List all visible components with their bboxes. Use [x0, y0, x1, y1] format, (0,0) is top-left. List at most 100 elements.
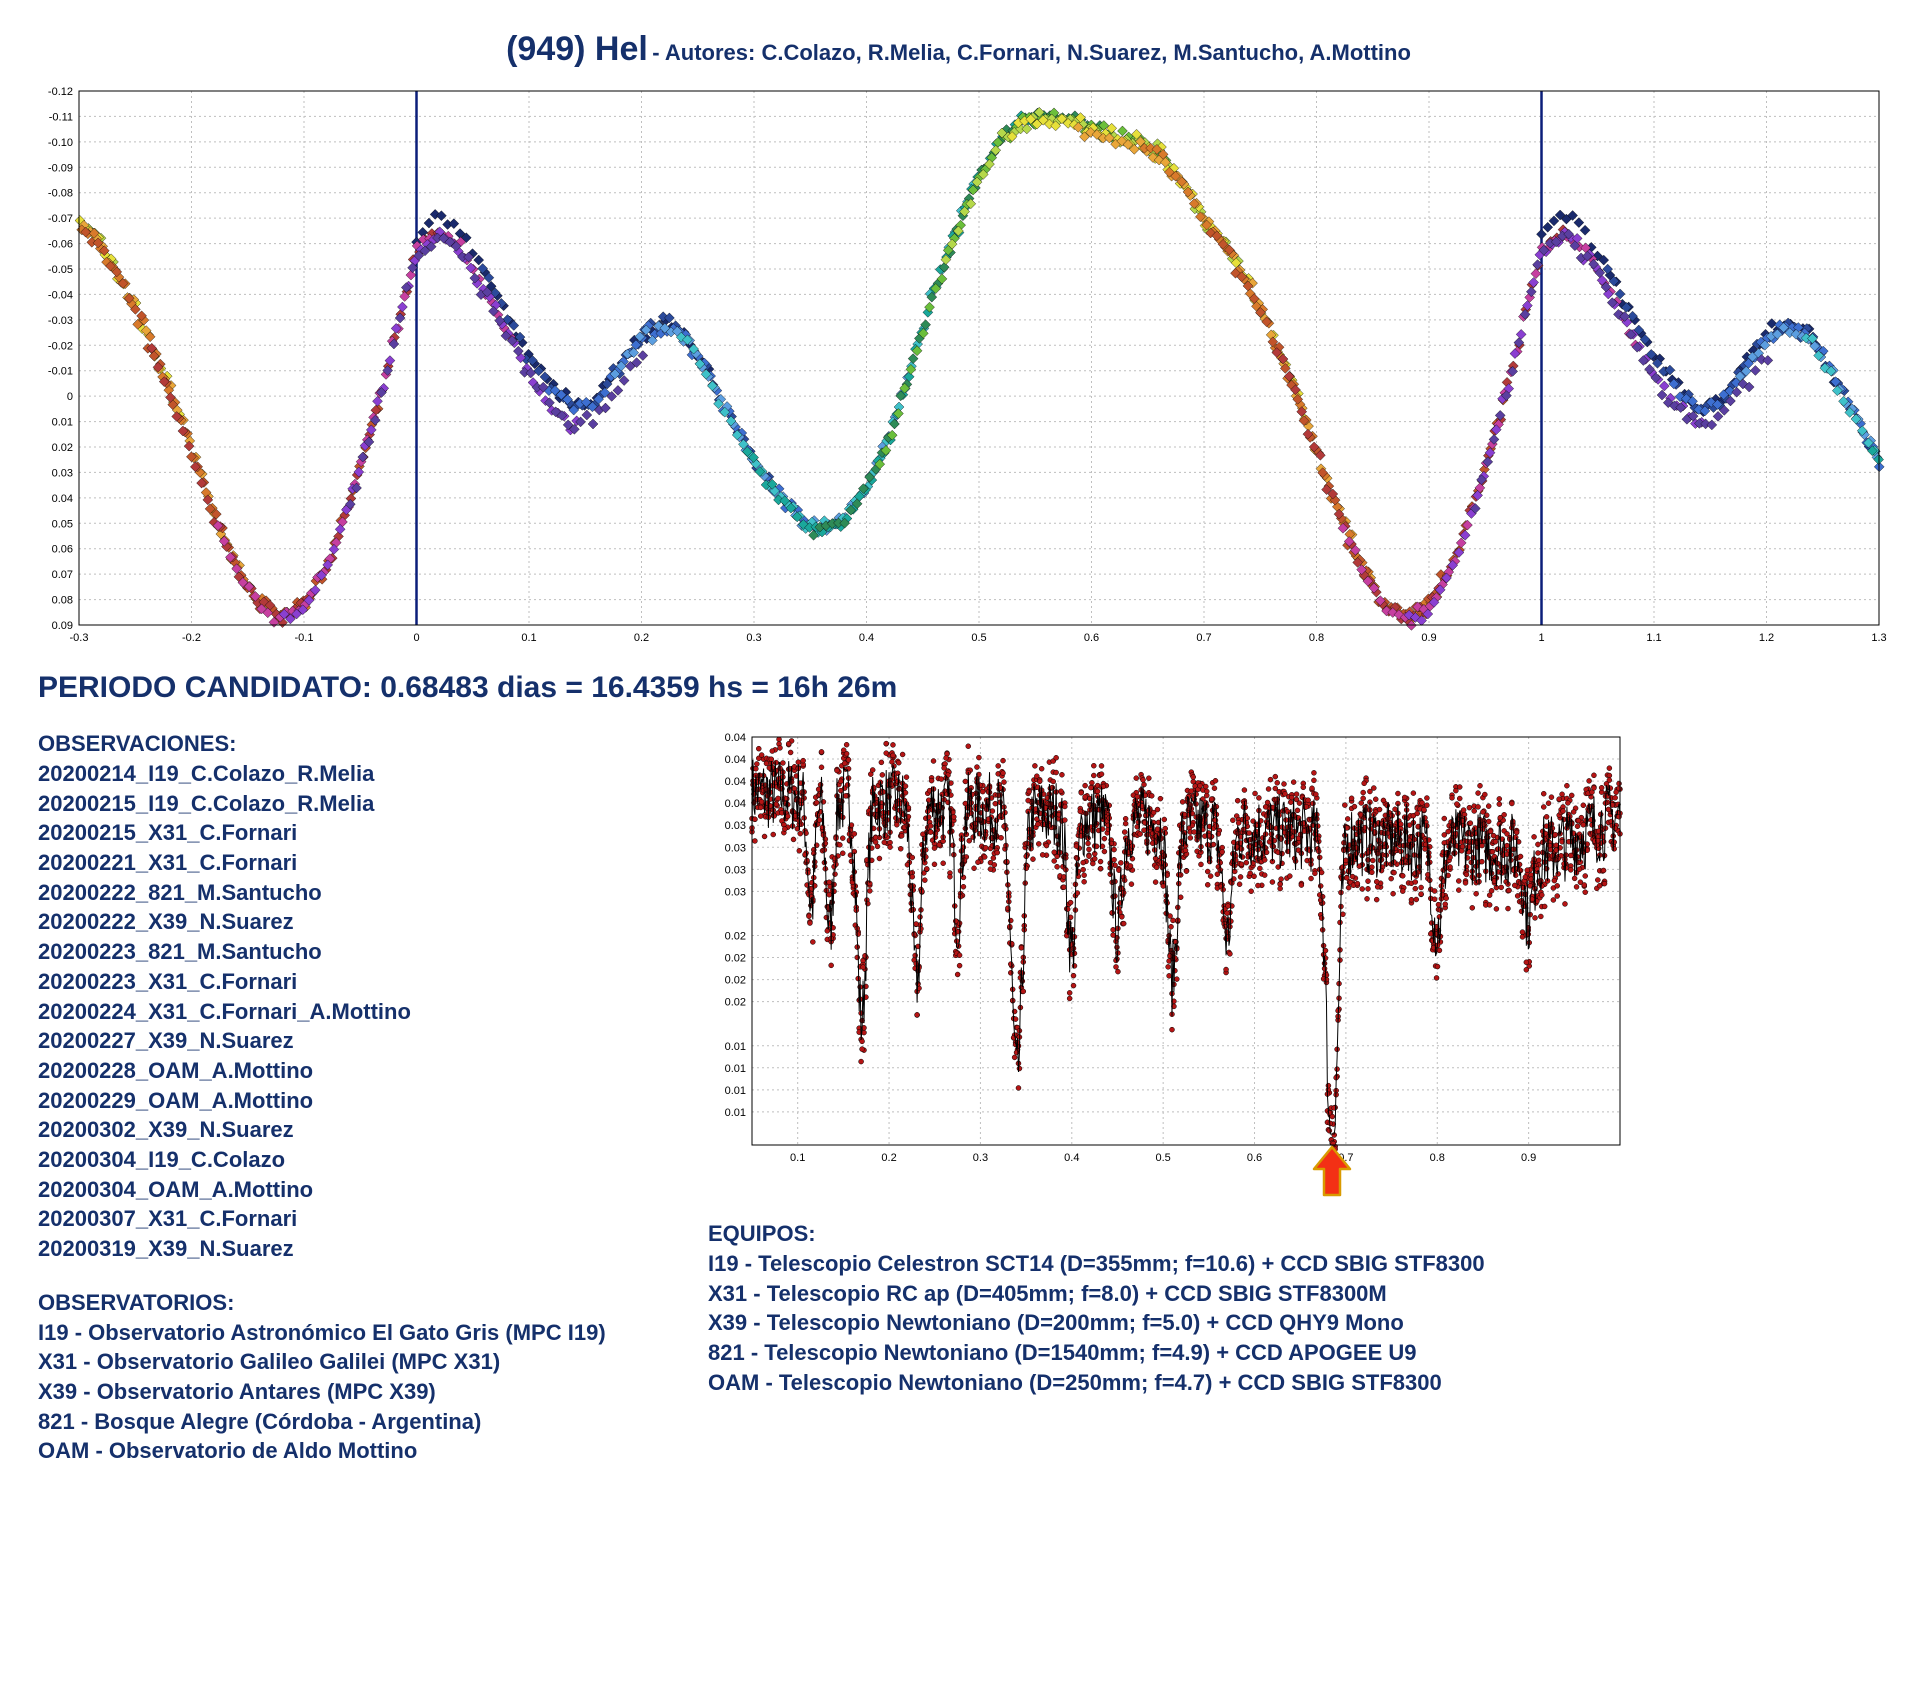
svg-text:0.4: 0.4	[1064, 1152, 1079, 1164]
observacion-item: 20200227_X39_N.Suarez	[38, 1026, 678, 1056]
svg-text:0.07: 0.07	[51, 569, 72, 581]
svg-text:0.03: 0.03	[725, 842, 746, 854]
svg-text:-0.09: -0.09	[47, 162, 72, 174]
svg-text:0.01: 0.01	[51, 417, 72, 429]
svg-text:1.1: 1.1	[1646, 632, 1661, 644]
period-candidate-line: PERIODO CANDIDATO: 0.68483 dias = 16.435…	[38, 671, 1897, 705]
svg-text:0.02: 0.02	[51, 442, 72, 454]
svg-text:0.04: 0.04	[725, 754, 746, 766]
authors-label: - Autores: C.Colazo, R.Melia, C.Fornari,…	[652, 40, 1411, 65]
svg-text:1.2: 1.2	[1758, 632, 1773, 644]
svg-text:0.1: 0.1	[521, 632, 536, 644]
observacion-item: 20200304_I19_C.Colazo	[38, 1145, 678, 1175]
svg-text:-0.3: -0.3	[69, 632, 88, 644]
observatorio-item: I19 - Observatorio Astronómico El Gato G…	[38, 1318, 678, 1348]
svg-text:0.2: 0.2	[633, 632, 648, 644]
svg-text:0.01: 0.01	[725, 1085, 746, 1097]
observacion-item: 20200221_X31_C.Fornari	[38, 848, 678, 878]
observacion-item: 20200307_X31_C.Fornari	[38, 1204, 678, 1234]
observacion-item: 20200222_X39_N.Suarez	[38, 907, 678, 937]
periodogram-chart: 0.10.20.30.40.50.60.70.80.90.010.010.010…	[708, 731, 1628, 1191]
svg-text:1.3: 1.3	[1871, 632, 1886, 644]
svg-text:-0.2: -0.2	[182, 632, 201, 644]
observatorio-item: 821 - Bosque Alegre (Córdoba - Argentina…	[38, 1407, 678, 1437]
observatorio-item: X39 - Observatorio Antares (MPC X39)	[38, 1377, 678, 1407]
info-columns: OBSERVACIONES: 20200214_I19_C.Colazo_R.M…	[20, 731, 1897, 1466]
svg-text:0.03: 0.03	[51, 467, 72, 479]
svg-text:0.5: 0.5	[971, 632, 986, 644]
svg-text:-0.07: -0.07	[47, 213, 72, 225]
left-column: OBSERVACIONES: 20200214_I19_C.Colazo_R.M…	[38, 731, 678, 1466]
svg-text:0: 0	[66, 391, 72, 403]
observacion-item: 20200222_821_M.Santucho	[38, 878, 678, 908]
observacion-item: 20200215_I19_C.Colazo_R.Melia	[38, 789, 678, 819]
svg-text:-0.10: -0.10	[47, 137, 72, 149]
observaciones-header: OBSERVACIONES:	[38, 731, 678, 757]
svg-text:0.01: 0.01	[725, 1041, 746, 1053]
svg-text:0.03: 0.03	[725, 820, 746, 832]
svg-text:0.8: 0.8	[1308, 632, 1323, 644]
svg-text:0.06: 0.06	[51, 544, 72, 556]
svg-text:0.5: 0.5	[1156, 1152, 1171, 1164]
svg-text:0.01: 0.01	[725, 1107, 746, 1119]
svg-text:0.09: 0.09	[51, 620, 72, 632]
svg-text:-0.03: -0.03	[47, 315, 72, 327]
svg-text:0.3: 0.3	[746, 632, 761, 644]
svg-text:0.02: 0.02	[725, 975, 746, 987]
svg-text:-0.12: -0.12	[47, 86, 72, 98]
svg-text:0.6: 0.6	[1247, 1152, 1262, 1164]
equipo-item: X31 - Telescopio RC ap (D=405mm; f=8.0) …	[708, 1279, 1879, 1309]
observacion-item: 20200214_I19_C.Colazo_R.Melia	[38, 759, 678, 789]
observacion-item: 20200229_OAM_A.Mottino	[38, 1086, 678, 1116]
svg-text:0: 0	[413, 632, 419, 644]
equipos-header: EQUIPOS:	[708, 1221, 1879, 1247]
svg-text:0.02: 0.02	[725, 953, 746, 965]
svg-text:0.9: 0.9	[1521, 1152, 1536, 1164]
svg-text:0.05: 0.05	[51, 518, 72, 530]
asteroid-name: (949) Hel	[506, 30, 648, 68]
period-arrow-icon	[1312, 1145, 1352, 1197]
lightcurve-chart: -0.3-0.2-0.100.10.20.30.40.50.60.70.80.9…	[29, 83, 1889, 653]
svg-text:0.9: 0.9	[1421, 632, 1436, 644]
svg-text:0.04: 0.04	[725, 732, 746, 744]
svg-text:0.04: 0.04	[725, 798, 746, 810]
svg-text:0.8: 0.8	[1430, 1152, 1445, 1164]
svg-text:-0.05: -0.05	[47, 264, 72, 276]
svg-text:0.3: 0.3	[973, 1152, 988, 1164]
equipo-item: OAM - Telescopio Newtoniano (D=250mm; f=…	[708, 1368, 1879, 1398]
svg-text:0.04: 0.04	[725, 776, 746, 788]
equipo-item: 821 - Telescopio Newtoniano (D=1540mm; f…	[708, 1338, 1879, 1368]
svg-text:0.4: 0.4	[858, 632, 873, 644]
svg-text:0.1: 0.1	[790, 1152, 805, 1164]
observacion-item: 20200223_X31_C.Fornari	[38, 967, 678, 997]
observacion-item: 20200224_X31_C.Fornari_A.Mottino	[38, 997, 678, 1027]
svg-text:0.02: 0.02	[725, 997, 746, 1009]
svg-text:-0.04: -0.04	[47, 289, 72, 301]
svg-text:0.02: 0.02	[725, 930, 746, 942]
svg-text:0.04: 0.04	[51, 493, 72, 505]
svg-text:1: 1	[1538, 632, 1544, 644]
observatorio-item: OAM - Observatorio de Aldo Mottino	[38, 1436, 678, 1466]
observacion-item: 20200319_X39_N.Suarez	[38, 1234, 678, 1264]
svg-text:-0.06: -0.06	[47, 239, 72, 251]
svg-text:0.01: 0.01	[725, 1063, 746, 1075]
equipo-item: I19 - Telescopio Celestron SCT14 (D=355m…	[708, 1249, 1879, 1279]
observacion-item: 20200302_X39_N.Suarez	[38, 1115, 678, 1145]
right-column: 0.10.20.30.40.50.60.70.80.90.010.010.010…	[708, 731, 1879, 1466]
observatorio-item: X31 - Observatorio Galileo Galilei (MPC …	[38, 1347, 678, 1377]
svg-text:-0.01: -0.01	[47, 366, 72, 378]
observacion-item: 20200304_OAM_A.Mottino	[38, 1175, 678, 1205]
svg-text:0.03: 0.03	[725, 864, 746, 876]
svg-text:-0.1: -0.1	[294, 632, 313, 644]
svg-text:0.2: 0.2	[881, 1152, 896, 1164]
svg-text:-0.11: -0.11	[48, 111, 72, 123]
svg-text:-0.08: -0.08	[47, 188, 72, 200]
svg-text:0.6: 0.6	[1083, 632, 1098, 644]
observacion-item: 20200215_X31_C.Fornari	[38, 818, 678, 848]
observacion-item: 20200228_OAM_A.Mottino	[38, 1056, 678, 1086]
title-row: (949) Hel - Autores: C.Colazo, R.Melia, …	[20, 30, 1897, 69]
svg-text:-0.02: -0.02	[47, 340, 72, 352]
observacion-item: 20200223_821_M.Santucho	[38, 937, 678, 967]
equipos-list: I19 - Telescopio Celestron SCT14 (D=355m…	[708, 1249, 1879, 1397]
svg-text:0.7: 0.7	[1196, 632, 1211, 644]
